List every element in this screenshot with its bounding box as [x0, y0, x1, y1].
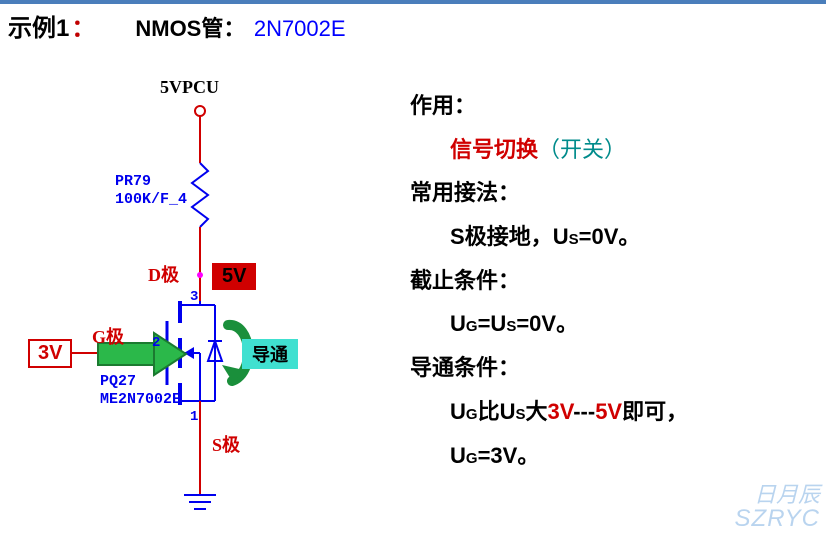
pin-g: 2: [152, 335, 160, 351]
nmos-label: NMOS管：: [135, 16, 245, 41]
watermark: 日月辰 SZRYC: [735, 483, 820, 531]
watermark-cn: 日月辰: [735, 483, 820, 506]
net-top-label: 5VPCU: [160, 77, 219, 98]
pin-s: 1: [190, 409, 198, 425]
d-label: D极: [148, 261, 179, 287]
s-label: S极: [212, 431, 240, 457]
example-label: 示例1: [8, 8, 69, 43]
schematic: 5VPCU PR79 100K/F_4 D极 G极 S极 3V 5V 导通 3 …: [0, 43, 380, 533]
box-5v: 5V: [212, 263, 256, 290]
res-val: 100K/F_4: [115, 191, 187, 208]
part-number: 2N7002E: [254, 16, 346, 41]
role-value: 信号切换: [450, 137, 538, 162]
conn-heading: 常用接法：: [410, 180, 520, 205]
fet-ref: PQ27: [100, 373, 136, 390]
example-colon: ：: [71, 8, 95, 43]
on-heading: 导通条件：: [410, 355, 520, 380]
role-heading: 作用：: [410, 93, 476, 118]
schematic-svg: [0, 43, 380, 533]
conduction-tag: 导通: [242, 339, 298, 369]
title-row: 示例1 ： NMOS管： 2N7002E: [0, 4, 826, 43]
watermark-en: SZRYC: [735, 506, 820, 531]
box-3v: 3V: [28, 339, 72, 368]
off-heading: 截止条件：: [410, 268, 520, 293]
fet-val: ME2N7002E: [100, 391, 181, 408]
res-ref: PR79: [115, 173, 151, 190]
g-label: G极: [92, 323, 124, 349]
description-text: 作用： 信号切换（开关） 常用接法： S极接地，US=0V。 截止条件： UG=…: [410, 91, 810, 484]
pin-d: 3: [190, 289, 198, 305]
role-paren: （开关）: [538, 137, 626, 162]
